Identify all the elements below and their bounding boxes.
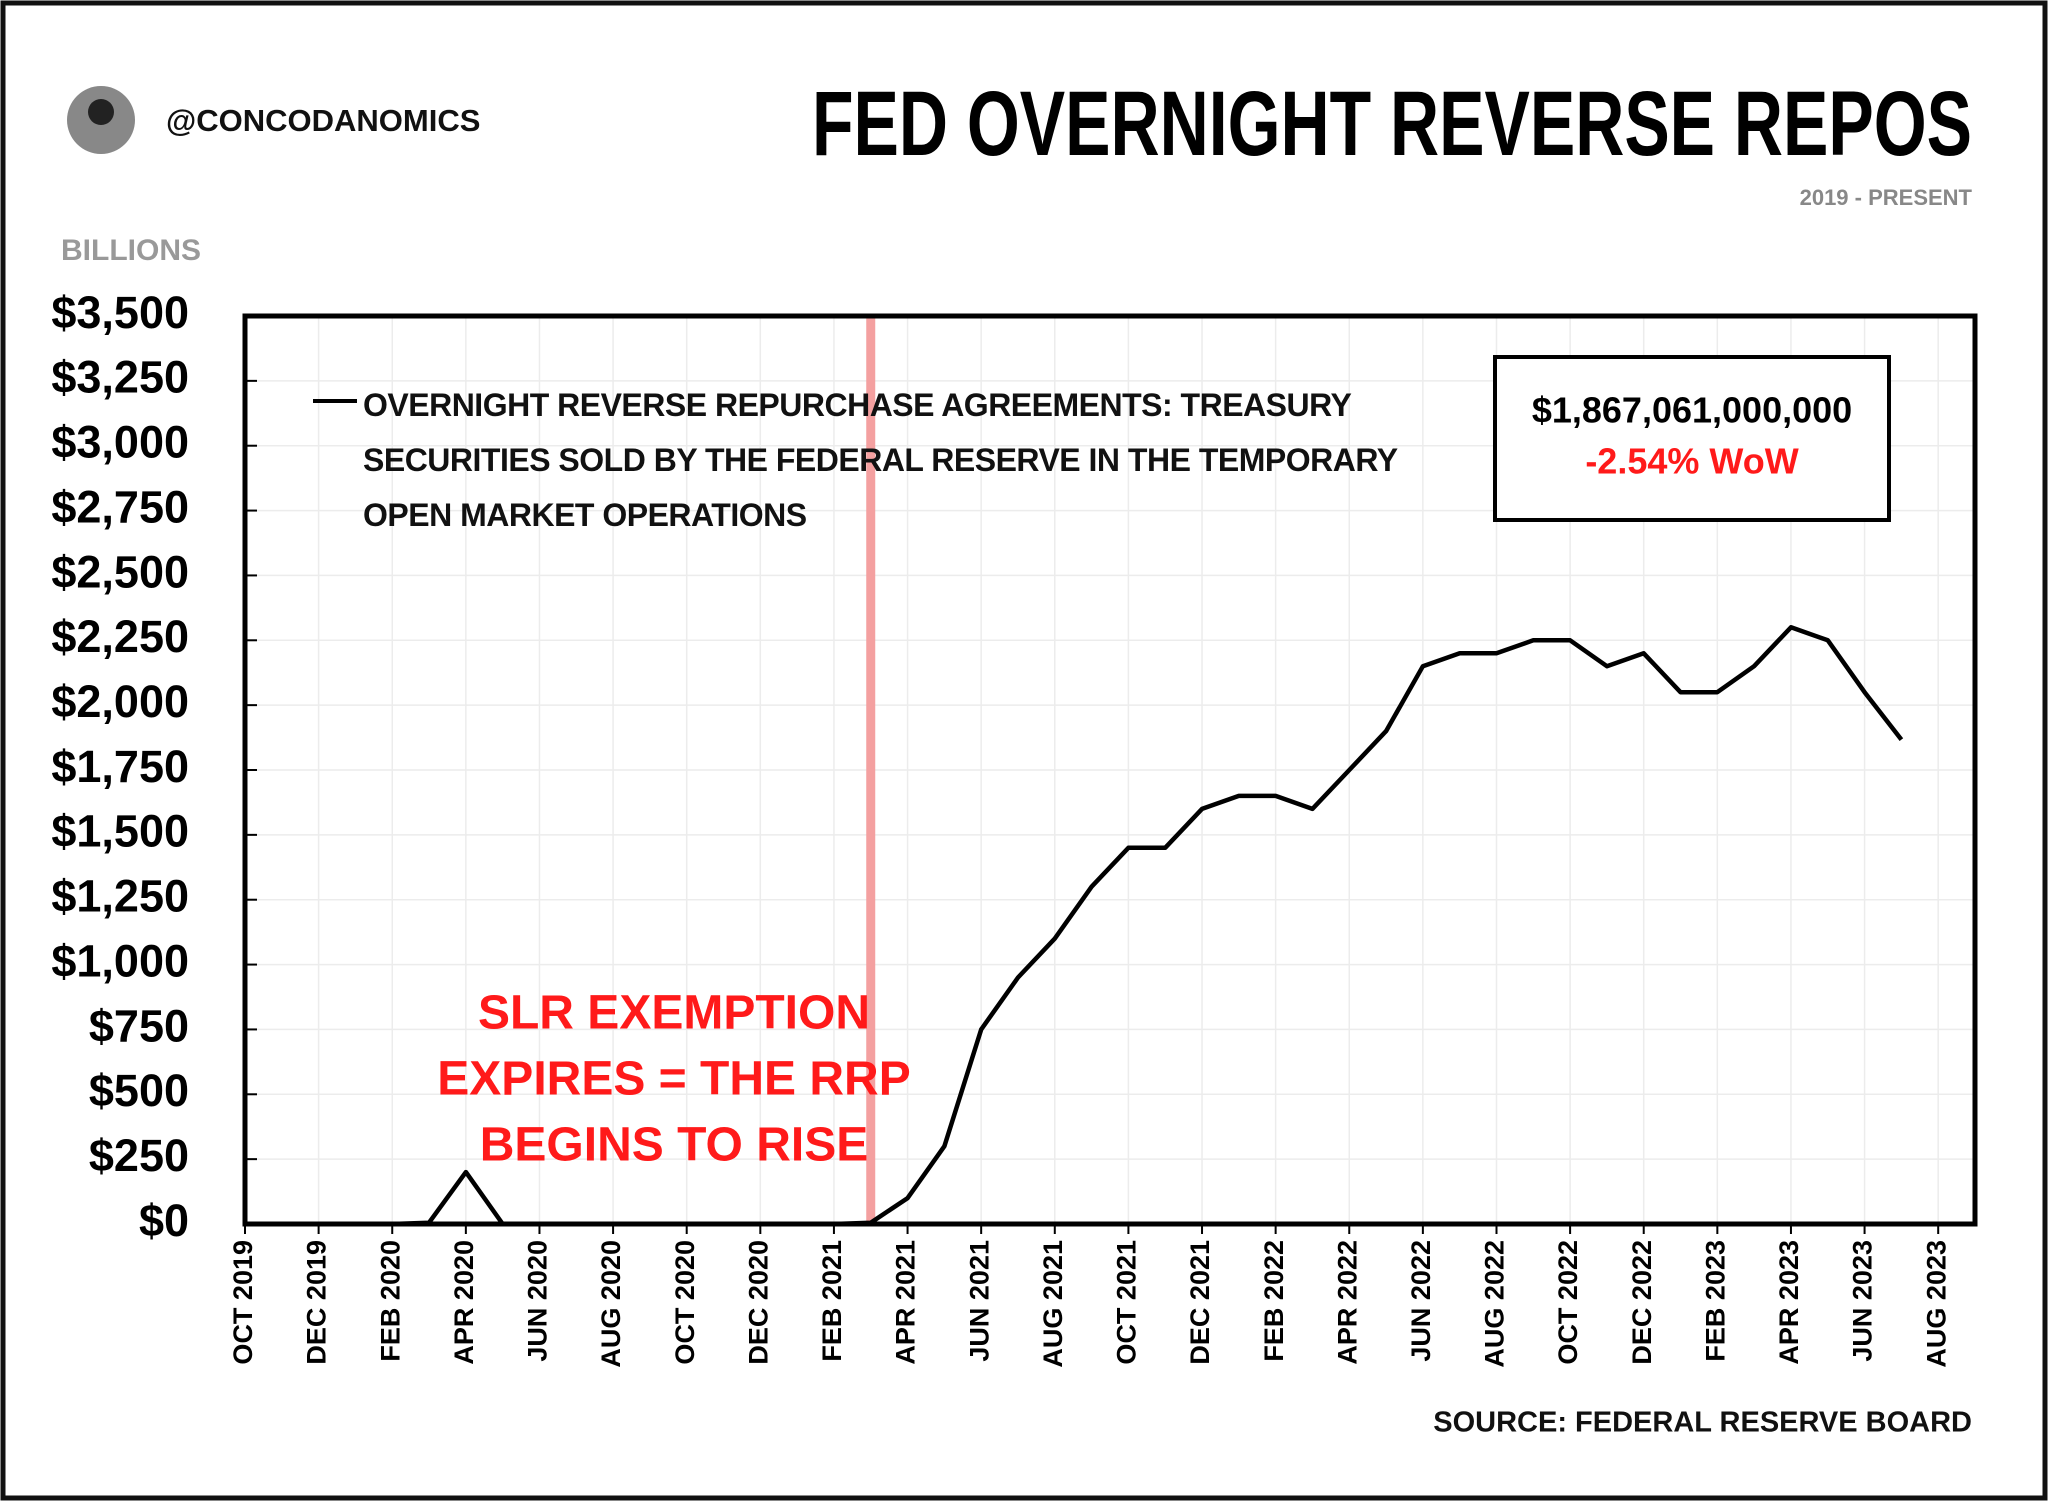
x-tick-label: OCT 2020: [670, 1240, 700, 1365]
x-tick-label: DEC 2021: [1185, 1240, 1215, 1365]
x-tick-label: DEC 2019: [302, 1240, 332, 1365]
y-tick-label: $3,500: [51, 287, 189, 338]
x-tick-label: JUN 2021: [964, 1240, 994, 1362]
x-tick-label: DEC 2022: [1627, 1240, 1657, 1365]
source: SOURCE: FEDERAL RESERVE BOARD: [1433, 1407, 1972, 1439]
x-tick-label: FEB 2020: [375, 1240, 405, 1362]
y-tick-label: $1,000: [51, 935, 189, 986]
y-tick-label: $3,250: [51, 352, 189, 403]
x-tick-label: JUN 2023: [1848, 1240, 1878, 1362]
y-tick-label: $250: [89, 1130, 189, 1181]
x-tick-label: JUN 2022: [1406, 1240, 1436, 1362]
y-tick-label: $2,000: [51, 676, 189, 727]
y-tick-label: $2,750: [51, 481, 189, 532]
x-tick-label: JUN 2020: [523, 1240, 553, 1362]
subtitle: 2019 - PRESENT: [1800, 185, 1973, 210]
x-tick-label: APR 2021: [891, 1240, 921, 1365]
x-tick-label: FEB 2022: [1259, 1240, 1289, 1362]
annotation: SLR EXEMPTION: [478, 987, 870, 1040]
x-tick-label: APR 2022: [1332, 1240, 1362, 1365]
y-tick-label: $500: [89, 1065, 189, 1116]
legend-label: OVERNIGHT REVERSE REPURCHASE AGREEMENTS:…: [363, 387, 1398, 533]
y-tick-label: $0: [139, 1195, 189, 1246]
y-tick-label: $2,250: [51, 611, 189, 662]
x-tick-label: AUG 2023: [1921, 1240, 1951, 1368]
x-tick-label: OCT 2021: [1112, 1240, 1142, 1365]
annotation: EXPIRES = THE RRP: [437, 1053, 910, 1106]
x-tick-label: AUG 2022: [1480, 1240, 1510, 1368]
y-tick-label: $3,000: [51, 417, 189, 468]
y-tick-label: $1,750: [51, 741, 189, 792]
handle: @CONCODANOMICS: [166, 103, 480, 138]
x-tick-label: OCT 2022: [1553, 1240, 1583, 1365]
annotation: BEGINS TO RISE: [480, 1119, 869, 1172]
plot-frame: [242, 313, 1978, 1227]
y-tick-label: $1,500: [51, 806, 189, 857]
x-tick-label: FEB 2021: [817, 1240, 847, 1362]
x-tick-label: DEC 2020: [743, 1240, 773, 1365]
chart-title: FED OVERNIGHT REVERSE REPOS: [812, 73, 1972, 175]
callout-change: -2.54% WoW: [1585, 441, 1798, 482]
avatar-head: [88, 99, 114, 125]
x-tick-label: FEB 2023: [1700, 1240, 1730, 1362]
callout-value: $1,867,061,000,000: [1532, 390, 1852, 431]
y-tick-label: $2,500: [51, 546, 189, 597]
x-tick-label: AUG 2020: [596, 1240, 626, 1368]
x-tick-label: OCT 2019: [228, 1240, 258, 1365]
y-axis-label: BILLIONS: [61, 234, 201, 267]
y-tick-label: $750: [89, 1000, 189, 1051]
y-tick-label: $1,250: [51, 871, 189, 922]
plot-area: $0 $250 $500 $750 $1,000 $1,250 $1,500 $1,750 $2…: [51, 287, 1978, 1368]
callout-box: [1493, 355, 1891, 522]
x-tick-label: APR 2023: [1774, 1240, 1804, 1365]
x-tick-label: APR 2020: [449, 1240, 479, 1365]
x-tick-label: AUG 2021: [1038, 1240, 1068, 1368]
